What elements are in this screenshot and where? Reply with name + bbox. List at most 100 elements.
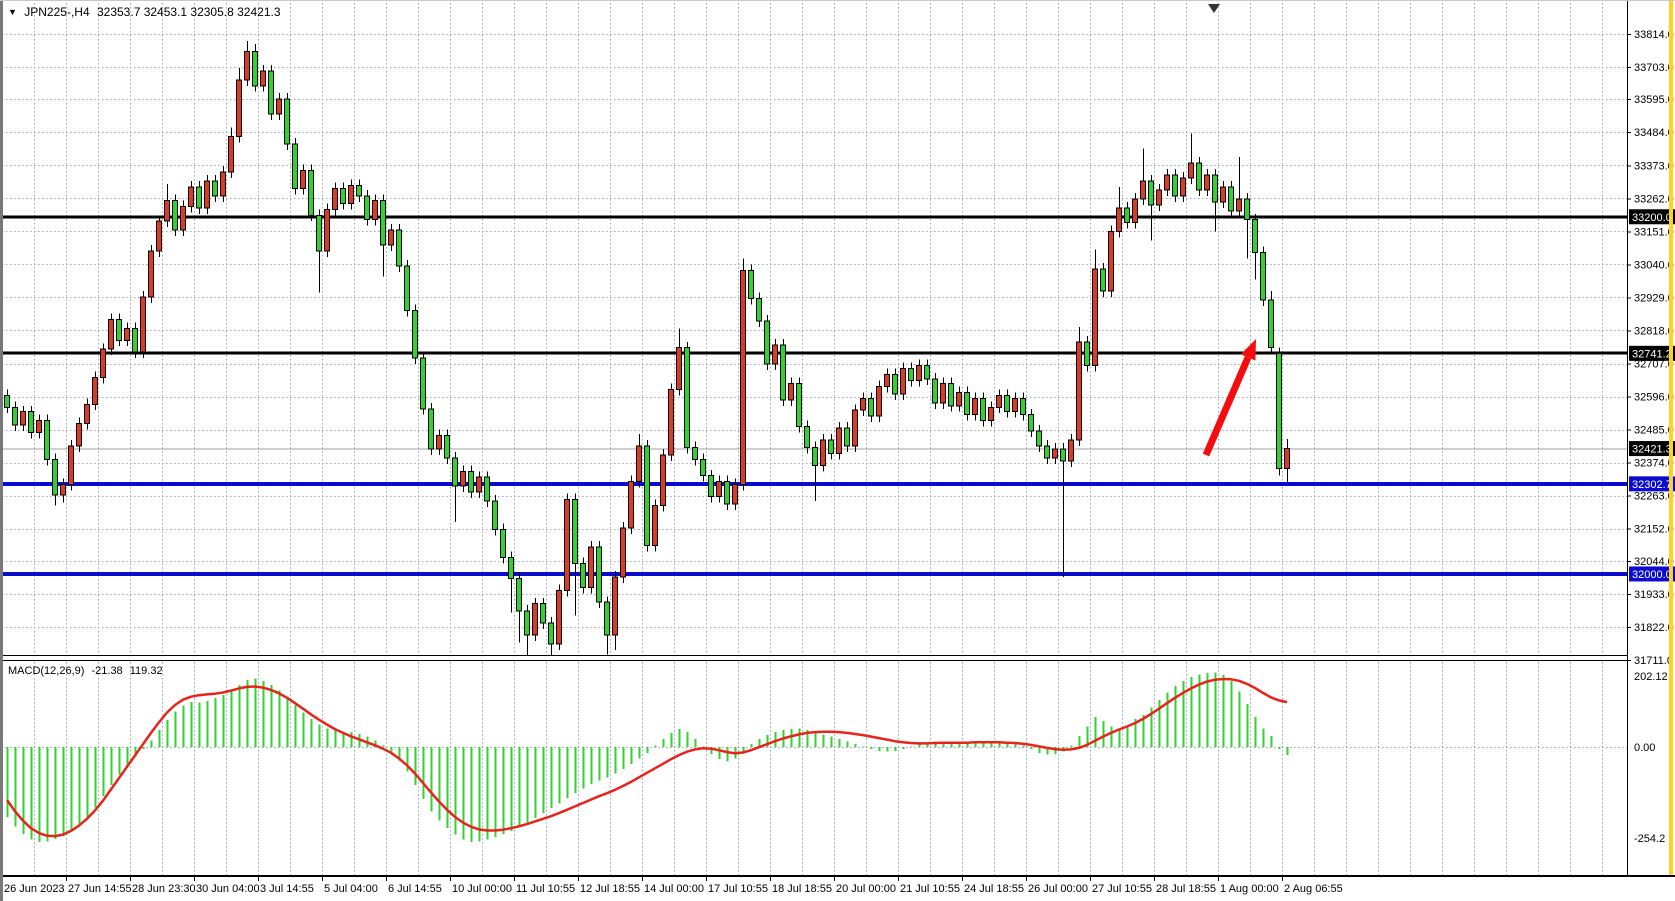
macd-name: MACD(12,26,9)	[8, 665, 85, 677]
candle-body	[380, 199, 386, 246]
candle-body	[1164, 174, 1170, 191]
candle-body	[204, 180, 210, 209]
candle-body	[492, 500, 498, 530]
candle-body	[476, 476, 482, 493]
price-tick-label: 33040.0	[1634, 259, 1674, 271]
candle-body	[740, 269, 746, 486]
candle-body	[708, 475, 714, 498]
candle-body	[700, 458, 706, 477]
candle-body	[236, 79, 242, 137]
candle-body	[516, 577, 522, 612]
time-tick-label: 30 Jun 04:00	[196, 883, 260, 895]
price-level-label-text: 32741.2	[1632, 348, 1672, 360]
time-tick-label: 27 Jul 10:55	[1092, 883, 1152, 895]
candle-body	[868, 397, 874, 417]
candle-body	[724, 481, 730, 505]
candle-body	[1044, 445, 1050, 459]
candle-body	[668, 388, 674, 456]
candle-body	[980, 397, 986, 422]
candle-body	[948, 382, 954, 407]
window-left-border	[0, 1, 3, 901]
price-level-label-text: 32000.0	[1632, 569, 1672, 581]
candle-body	[988, 406, 994, 422]
candle-body	[220, 171, 226, 197]
candle-body	[412, 310, 418, 359]
candle-body	[892, 374, 898, 395]
candle-body	[876, 385, 882, 417]
candle-body	[1180, 177, 1186, 197]
candle-body	[1028, 414, 1034, 432]
candle-body	[284, 98, 290, 145]
time-tick-label: 12 Jul 18:55	[580, 883, 640, 895]
price-level-label-text: 33200.0	[1632, 212, 1672, 224]
price-tick-label: 32818.0	[1634, 325, 1674, 337]
time-tick-label: 24 Jul 18:55	[964, 883, 1024, 895]
candle-body	[820, 439, 826, 466]
time-tick-label: 10 Jul 00:00	[452, 883, 512, 895]
candle-body	[1236, 198, 1242, 212]
candle-body	[20, 411, 26, 426]
candle-body	[28, 411, 34, 434]
chart-ohlc-values: 32353.7 32453.1 32305.8 32421.3	[96, 5, 281, 19]
candle-body	[100, 348, 106, 379]
time-tick-label: 28 Jun 23:30	[132, 883, 196, 895]
candle-body	[1124, 207, 1130, 224]
macd-indicator-label: MACD(12,26,9) -21.38 119.32	[8, 665, 167, 677]
candle-body	[188, 186, 194, 207]
candle-body	[364, 195, 370, 221]
time-tick-label: 1 Aug 00:00	[1220, 883, 1279, 895]
up-arrow-annotation[interactable]	[1202, 339, 1256, 457]
macd-axis-label: -254.2	[1634, 833, 1665, 845]
candle-body	[540, 603, 546, 624]
symbol-dropdown-icon[interactable]: ▼	[8, 7, 17, 17]
candle-body	[652, 504, 658, 547]
candle-body	[956, 391, 962, 407]
candle-body	[996, 394, 1002, 408]
time-tick-label: 28 Jul 18:55	[1156, 883, 1216, 895]
price-tick-label: 32374.0	[1634, 458, 1674, 470]
price-tick-label: 31711.0	[1634, 655, 1673, 667]
candle-body	[940, 382, 946, 404]
chart-shift-marker-icon[interactable]	[1208, 4, 1220, 13]
candle-body	[316, 214, 322, 252]
candle-body	[676, 347, 682, 390]
time-tick-label: 18 Jul 18:55	[772, 883, 832, 895]
candle-body	[684, 347, 690, 448]
candle-body	[628, 481, 634, 529]
candle-body	[52, 458, 58, 496]
grid-lines	[2, 3, 1627, 875]
candle-body	[1108, 231, 1114, 292]
candle-body	[396, 229, 402, 267]
candle-body	[1228, 186, 1234, 212]
candle-body	[76, 423, 82, 447]
candle-body	[588, 546, 594, 588]
candle-body	[772, 344, 778, 365]
chart-title: ▼ JPN225-,H4 32353.7 32453.1 32305.8 324…	[8, 5, 285, 19]
candle-body	[524, 610, 530, 636]
price-axis[interactable]: 33814.0 33703.0 33595.0 33484.0 33373.0 33262…	[1627, 1, 1675, 875]
candle-body	[1092, 268, 1098, 367]
macd-indicator	[5, 672, 1289, 843]
candle-body	[1252, 219, 1258, 253]
candle-body	[180, 205, 186, 231]
candle-body	[1020, 397, 1026, 416]
time-tick-label: 26 Jun 2023	[4, 883, 65, 895]
time-tick-label: 14 Jul 00:00	[644, 883, 704, 895]
candle-body	[1268, 299, 1274, 349]
candle-body	[1212, 174, 1218, 203]
candle-body	[252, 51, 258, 87]
candle-body	[60, 484, 66, 496]
panel-separator[interactable]	[0, 655, 1675, 661]
candle-body	[780, 344, 786, 401]
candle-body	[348, 185, 354, 204]
macd-main-value: -21.38	[91, 665, 123, 677]
candle-body	[788, 382, 794, 401]
candle-body	[844, 427, 850, 447]
time-axis[interactable]: 26 Jun 2023 27 Jun 14:55 28 Jun 23:30 30 Ju…	[0, 875, 1675, 901]
candle-body	[340, 187, 346, 204]
candlesticks	[4, 41, 1290, 659]
candle-body	[596, 546, 602, 603]
candle-body	[564, 499, 570, 591]
